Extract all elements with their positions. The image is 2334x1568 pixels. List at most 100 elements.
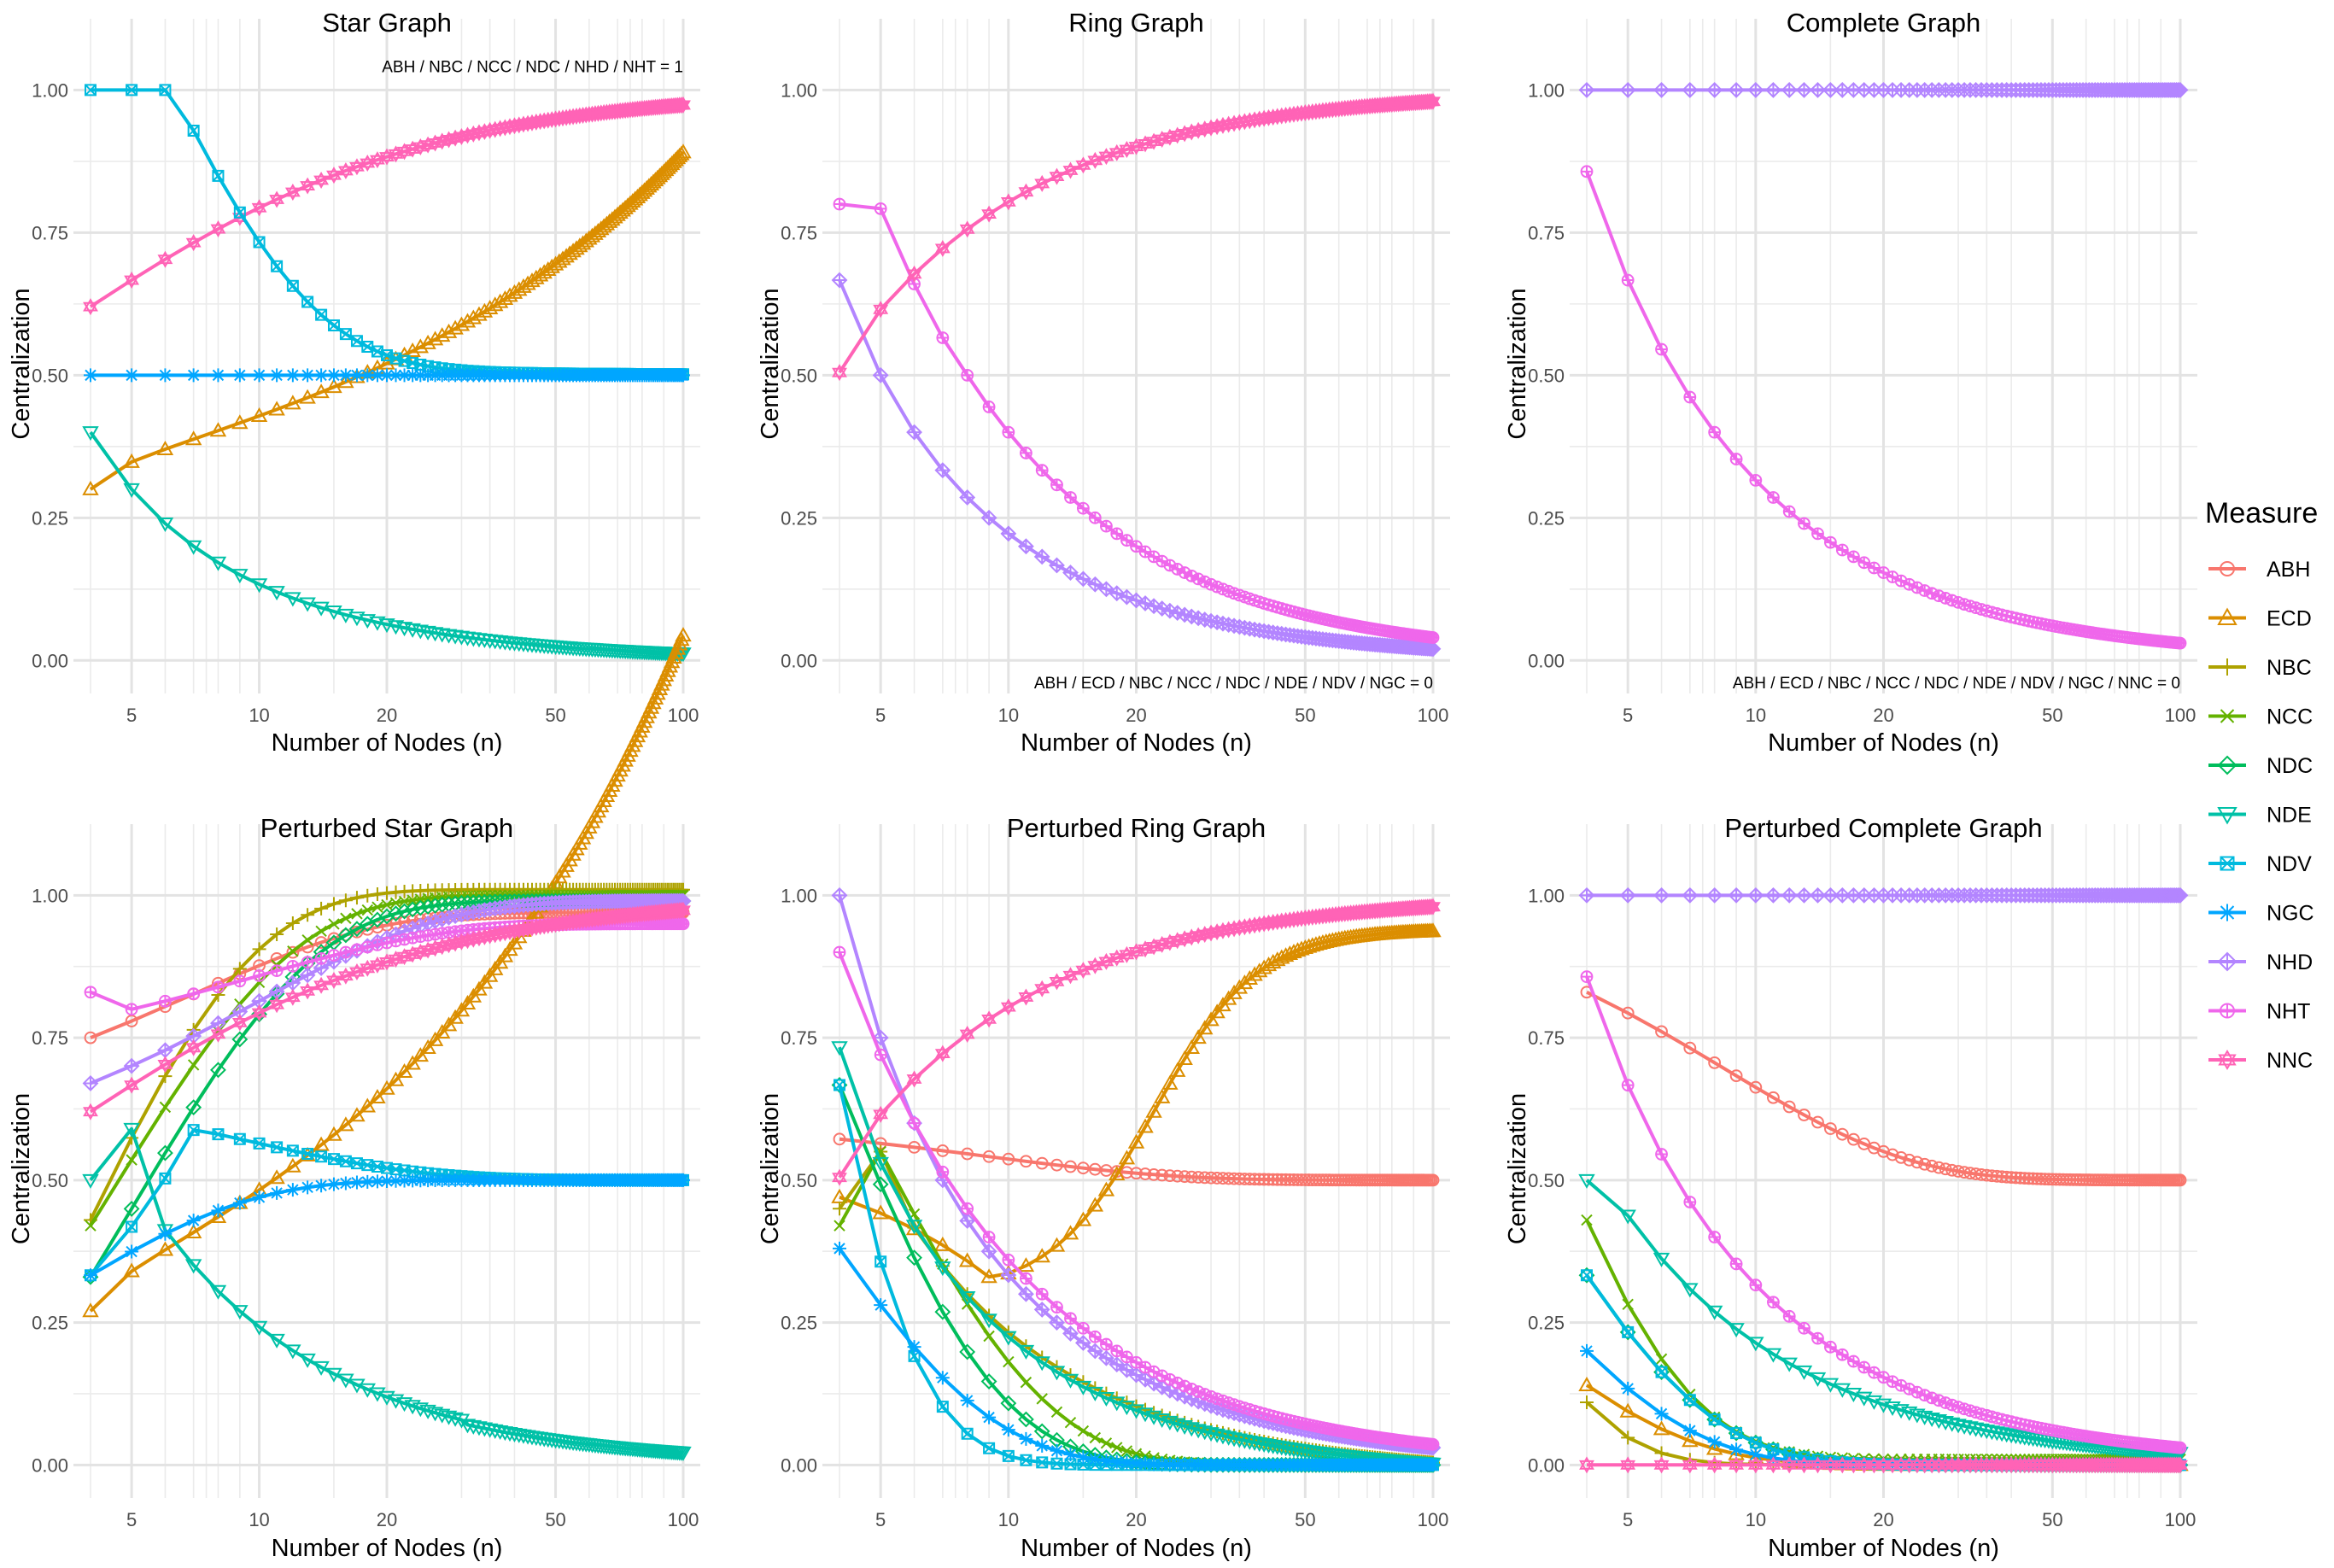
data-point	[453, 1413, 471, 1429]
y-tick-label: 0.75	[1528, 1027, 1565, 1049]
data-point	[1020, 1155, 1032, 1168]
data-point	[361, 904, 373, 916]
data-point	[1262, 1173, 1275, 1186]
y-tick-label: 0.00	[1528, 650, 1565, 671]
x-axis-label: Number of Nodes (n)	[1021, 729, 1252, 757]
data-point	[299, 597, 316, 612]
data-point	[961, 368, 974, 382]
data-point	[874, 202, 887, 215]
data-point	[1018, 183, 1034, 201]
y-axis-label: Centralization	[757, 288, 784, 439]
data-point	[413, 368, 428, 383]
data-point	[325, 378, 342, 394]
data-point	[404, 1055, 421, 1070]
x-tick-label: 5	[126, 1509, 137, 1530]
data-point	[1035, 464, 1049, 477]
data-point	[187, 1124, 200, 1137]
x-tick-label: 100	[668, 1509, 699, 1530]
data-point	[1077, 1425, 1090, 1437]
data-point	[211, 368, 225, 383]
data-point	[209, 556, 227, 571]
data-point	[1153, 1088, 1171, 1103]
data-point	[315, 925, 327, 937]
data-point	[981, 205, 997, 223]
legend-entry-nht: NHT	[2208, 1000, 2310, 1024]
legend-label: ECD	[2267, 607, 2312, 631]
data-point	[1001, 1423, 1015, 1437]
data-point	[1169, 605, 1186, 622]
data-point	[606, 208, 623, 224]
data-point	[1426, 1437, 1440, 1451]
data-point	[1098, 148, 1114, 166]
data-point	[675, 143, 692, 159]
data-point	[286, 279, 299, 292]
data-point	[1765, 82, 1781, 98]
data-point	[1035, 1156, 1049, 1170]
data-point	[123, 1122, 140, 1138]
data-point	[233, 206, 246, 219]
data-point	[906, 265, 922, 283]
legend-label: NNC	[2267, 1049, 2313, 1073]
data-point	[589, 222, 607, 238]
data-point	[1017, 1344, 1035, 1360]
data-point	[875, 1255, 887, 1268]
x-tick-label: 50	[545, 1509, 565, 1530]
data-point	[380, 368, 394, 383]
data-point	[1178, 1170, 1191, 1184]
data-point	[433, 1408, 451, 1424]
data-point	[268, 1333, 285, 1349]
data-point	[1120, 1445, 1133, 1457]
data-point	[253, 969, 266, 982]
data-point	[1183, 608, 1200, 625]
data-point	[426, 1031, 444, 1046]
data-point	[1835, 1348, 1849, 1361]
data-point	[1706, 886, 1723, 904]
data-point	[980, 509, 997, 526]
data-point	[419, 898, 436, 916]
data-point	[381, 898, 393, 911]
y-tick-label: 0.50	[1528, 1170, 1565, 1191]
data-point	[831, 886, 848, 904]
y-tick-label: 0.75	[32, 222, 68, 243]
data-point	[299, 1353, 316, 1368]
data-point	[1086, 1386, 1104, 1401]
data-point	[1120, 1166, 1133, 1179]
data-point	[676, 368, 690, 383]
data-point	[1064, 1458, 1077, 1471]
data-point	[360, 940, 374, 954]
data-point	[1316, 1173, 1330, 1187]
data-point	[1183, 1422, 1201, 1437]
data-point	[210, 1062, 226, 1079]
data-point	[159, 1172, 172, 1185]
data-point	[427, 898, 443, 914]
data-point	[159, 84, 172, 97]
data-point	[1811, 1331, 1824, 1345]
legend: Measure ABH ECD NBC NCC NDC NDE NDV NGC NHD NHT NNC	[2205, 497, 2318, 1073]
legend-entry-ndc: NDC	[2208, 754, 2313, 778]
data-point	[1087, 151, 1103, 169]
panel-title: Perturbed Ring Graph	[1007, 813, 1266, 843]
data-point	[84, 1031, 97, 1044]
data-point	[325, 1126, 342, 1141]
data-point	[1198, 1388, 1212, 1401]
legend-label: NHT	[2267, 1000, 2310, 1024]
data-point	[1033, 1248, 1050, 1263]
data-point	[231, 569, 249, 584]
data-point	[284, 592, 301, 607]
x-tick-label: 100	[668, 705, 699, 726]
data-point	[593, 220, 610, 236]
series-ecd	[82, 143, 692, 495]
x-tick-label: 100	[1418, 1509, 1449, 1530]
data-point	[270, 927, 284, 942]
data-point	[1109, 1166, 1126, 1181]
data-point	[1214, 1430, 1231, 1445]
data-point	[1236, 1434, 1254, 1449]
data-point	[82, 1075, 99, 1091]
data-point	[1089, 1431, 1102, 1444]
data-point	[1811, 527, 1824, 541]
data-point	[600, 213, 618, 228]
data-point	[1049, 557, 1065, 574]
data-point	[487, 1424, 504, 1439]
legend-entry-ncc: NCC	[2208, 705, 2313, 729]
data-point	[1857, 556, 1871, 570]
